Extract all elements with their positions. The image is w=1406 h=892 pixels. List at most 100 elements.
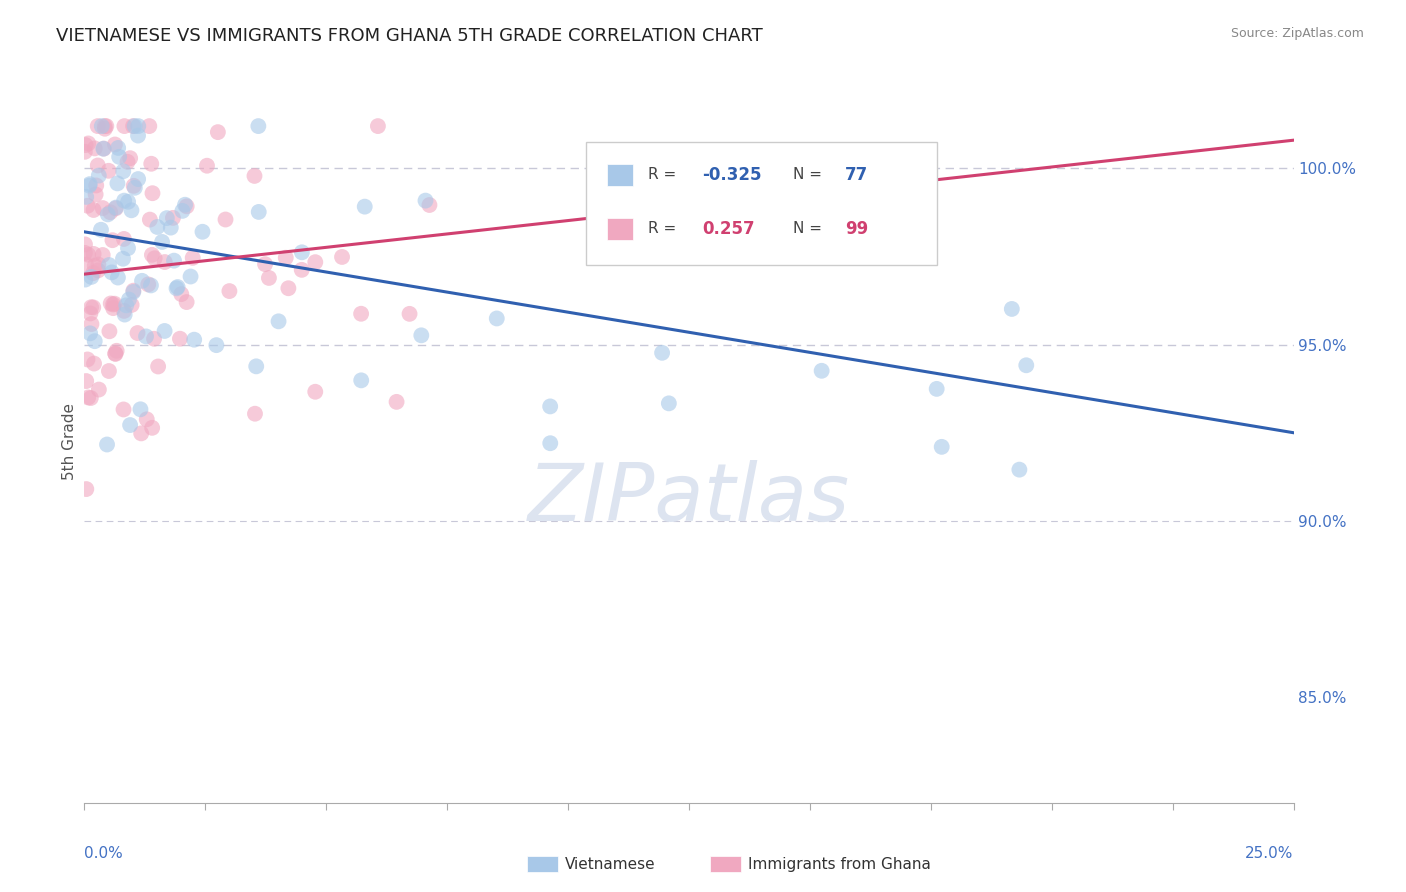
Point xyxy=(107,270,129,285)
Point xyxy=(83,141,105,155)
Point xyxy=(291,263,314,277)
Text: Vietnamese: Vietnamese xyxy=(565,857,655,871)
Point xyxy=(122,178,145,193)
Point xyxy=(538,436,561,450)
Point xyxy=(181,251,204,265)
Point xyxy=(146,219,169,234)
Point xyxy=(153,255,176,269)
Point xyxy=(153,324,176,338)
Point xyxy=(98,205,121,219)
Point xyxy=(131,274,153,288)
Point xyxy=(931,440,953,454)
Point xyxy=(925,382,948,396)
Point xyxy=(75,482,97,496)
Point xyxy=(418,198,440,212)
Point xyxy=(84,178,107,193)
Point xyxy=(274,251,297,265)
Point xyxy=(172,203,194,218)
Point xyxy=(80,317,103,331)
Point xyxy=(207,125,229,139)
Point xyxy=(87,258,110,272)
Point xyxy=(195,159,218,173)
Point xyxy=(83,357,105,371)
Point xyxy=(136,277,159,292)
Point xyxy=(163,253,186,268)
Point xyxy=(104,201,127,215)
Point xyxy=(80,300,103,314)
Point xyxy=(103,296,125,310)
Point xyxy=(304,255,326,269)
Point xyxy=(75,258,97,272)
Point xyxy=(112,194,135,208)
Point xyxy=(75,138,97,153)
Point xyxy=(100,296,122,310)
Point xyxy=(101,297,124,311)
Point xyxy=(1008,463,1031,477)
Point xyxy=(170,287,193,301)
Point xyxy=(121,298,143,312)
Point xyxy=(853,144,876,158)
Point xyxy=(87,119,110,133)
Point xyxy=(139,212,162,227)
Point xyxy=(411,328,433,343)
Point xyxy=(141,186,163,201)
Point xyxy=(304,384,326,399)
Point xyxy=(150,235,173,249)
Point xyxy=(75,272,97,286)
Text: N =: N = xyxy=(793,221,827,236)
Point xyxy=(162,211,184,225)
Point xyxy=(243,407,266,421)
Point xyxy=(114,308,136,322)
Point xyxy=(166,280,188,294)
Point xyxy=(350,307,373,321)
Point xyxy=(117,194,139,209)
Point xyxy=(127,128,149,143)
Point xyxy=(101,233,124,247)
Point xyxy=(94,119,117,133)
Point xyxy=(83,259,105,273)
Point xyxy=(117,154,139,169)
Point xyxy=(97,207,120,221)
Point xyxy=(120,418,142,433)
Point xyxy=(112,402,135,417)
Point xyxy=(87,159,110,173)
Point xyxy=(120,203,142,218)
Text: 0.0%: 0.0% xyxy=(84,847,124,861)
Point xyxy=(122,285,145,299)
Point xyxy=(353,200,375,214)
Point xyxy=(93,142,115,156)
FancyBboxPatch shape xyxy=(586,142,936,265)
Point xyxy=(291,245,314,260)
Point xyxy=(82,266,104,280)
Point xyxy=(97,364,120,378)
Text: -0.325: -0.325 xyxy=(702,166,762,184)
Point xyxy=(159,220,181,235)
Point xyxy=(107,177,129,191)
Point xyxy=(156,211,179,226)
Point xyxy=(166,281,188,295)
Point xyxy=(124,181,146,195)
Point xyxy=(107,141,129,155)
Point xyxy=(257,271,280,285)
Point xyxy=(79,177,101,191)
Point xyxy=(169,332,191,346)
Text: Source: ZipAtlas.com: Source: ZipAtlas.com xyxy=(1230,27,1364,40)
Point xyxy=(90,223,112,237)
Point xyxy=(79,306,101,320)
Point xyxy=(658,396,681,410)
Point xyxy=(111,252,134,266)
Point xyxy=(668,197,690,211)
Point xyxy=(141,421,163,435)
Point xyxy=(254,257,277,271)
Point xyxy=(135,329,157,343)
Point xyxy=(112,304,135,318)
Point xyxy=(385,395,408,409)
Point xyxy=(93,142,115,156)
Point xyxy=(80,391,103,405)
Point xyxy=(75,190,97,204)
Point xyxy=(174,198,197,212)
Point xyxy=(77,391,100,405)
Point xyxy=(73,237,96,252)
Point xyxy=(98,324,121,338)
Text: ZIPatlas: ZIPatlas xyxy=(527,460,851,539)
